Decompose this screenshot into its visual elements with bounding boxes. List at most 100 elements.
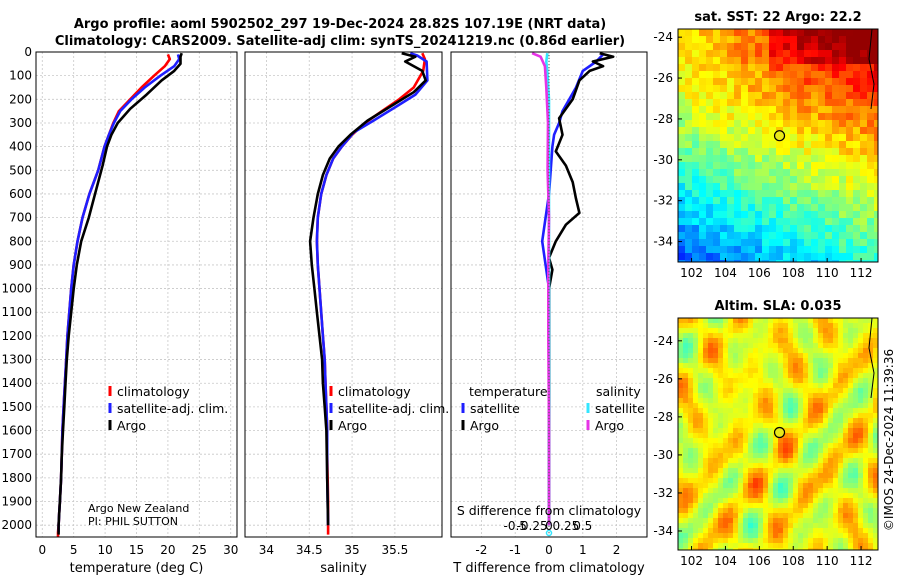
map-cell bbox=[773, 483, 779, 489]
map-cell bbox=[813, 323, 819, 329]
y-tick-label: 900 bbox=[9, 258, 32, 272]
y-tick-label: 100 bbox=[9, 69, 32, 83]
map-cell bbox=[755, 106, 763, 114]
map-cell bbox=[833, 403, 839, 409]
map-cell bbox=[758, 528, 764, 534]
map-cell bbox=[823, 458, 829, 464]
map-cell bbox=[860, 113, 868, 121]
map-cell bbox=[848, 503, 854, 509]
map-cell bbox=[713, 333, 719, 339]
map-cell bbox=[693, 423, 699, 429]
map-cell bbox=[813, 388, 819, 394]
map-cell bbox=[773, 373, 779, 379]
map-cell bbox=[763, 453, 769, 459]
map-cell bbox=[769, 155, 777, 163]
map-cell bbox=[683, 468, 689, 474]
map-cell bbox=[693, 548, 699, 551]
map-cell bbox=[758, 508, 764, 514]
map-cell bbox=[776, 239, 784, 247]
map-cell bbox=[808, 453, 814, 459]
map-cell bbox=[728, 508, 734, 514]
map-cell bbox=[858, 348, 864, 354]
map-cell bbox=[720, 162, 728, 170]
map-cell bbox=[838, 493, 844, 499]
map-cell bbox=[738, 498, 744, 504]
s-tick-label: 0.25 bbox=[553, 519, 580, 533]
map-cell bbox=[713, 513, 719, 519]
map-cell bbox=[839, 218, 847, 226]
map-cell bbox=[755, 225, 763, 233]
map-cell bbox=[748, 528, 754, 534]
map-cell bbox=[743, 538, 749, 544]
map-cell bbox=[685, 225, 693, 233]
map-cell bbox=[713, 43, 721, 51]
map-cell bbox=[728, 323, 734, 329]
map-cell bbox=[868, 523, 874, 529]
map-cell bbox=[778, 493, 784, 499]
map-cell bbox=[713, 78, 721, 86]
map-cell bbox=[713, 120, 721, 128]
map-cell bbox=[685, 29, 693, 37]
map-cell bbox=[788, 493, 794, 499]
map-cell bbox=[748, 323, 754, 329]
map-cell bbox=[743, 383, 749, 389]
map-cell bbox=[763, 408, 769, 414]
map-cell bbox=[846, 92, 854, 100]
map-cell bbox=[703, 458, 709, 464]
map-cell bbox=[718, 428, 724, 434]
map-cell bbox=[703, 433, 709, 439]
map-cell bbox=[863, 338, 869, 344]
map-cell bbox=[798, 378, 804, 384]
map-cell bbox=[839, 57, 847, 65]
map-cell bbox=[818, 523, 824, 529]
map-cell bbox=[699, 43, 707, 51]
map-cell bbox=[858, 338, 864, 344]
map-cell bbox=[683, 368, 689, 374]
map-cell bbox=[873, 463, 879, 469]
map-cell bbox=[846, 134, 854, 142]
map-cell bbox=[843, 523, 849, 529]
map-cell bbox=[748, 348, 754, 354]
map-cell bbox=[873, 338, 879, 344]
map-cell bbox=[718, 488, 724, 494]
map-cell bbox=[678, 148, 686, 156]
map-cell bbox=[703, 443, 709, 449]
map-cell bbox=[808, 343, 814, 349]
map-cell bbox=[748, 169, 756, 177]
map-cell bbox=[797, 99, 805, 107]
map-cell bbox=[776, 162, 784, 170]
map-cell bbox=[678, 29, 686, 37]
map-cell bbox=[734, 141, 742, 149]
map-cell bbox=[833, 493, 839, 499]
map-cell bbox=[688, 423, 694, 429]
map-cell bbox=[718, 473, 724, 479]
map-cell bbox=[846, 120, 854, 128]
map-cell bbox=[753, 498, 759, 504]
map-cell bbox=[699, 155, 707, 163]
map-cell bbox=[833, 523, 839, 529]
map-cell bbox=[723, 323, 729, 329]
map-cell bbox=[698, 483, 704, 489]
x-tick-label: 110 bbox=[816, 266, 839, 280]
map-cell bbox=[698, 548, 704, 551]
map-cell bbox=[769, 134, 777, 142]
map-cell bbox=[728, 458, 734, 464]
map-cell bbox=[860, 253, 868, 261]
map-cell bbox=[703, 358, 709, 364]
map-cell bbox=[723, 538, 729, 544]
map-cell bbox=[803, 428, 809, 434]
map-cell bbox=[769, 113, 777, 121]
map-cell bbox=[778, 463, 784, 469]
map-cell bbox=[768, 508, 774, 514]
map-cell bbox=[788, 468, 794, 474]
map-cell bbox=[763, 373, 769, 379]
map-cell bbox=[728, 413, 734, 419]
map-cell bbox=[828, 328, 834, 334]
y-tick-label: 200 bbox=[9, 92, 32, 106]
map-cell bbox=[706, 190, 714, 198]
map-cell bbox=[708, 373, 714, 379]
map-cell bbox=[818, 353, 824, 359]
map-cell bbox=[793, 458, 799, 464]
map-cell bbox=[848, 468, 854, 474]
map-cell bbox=[853, 398, 859, 404]
